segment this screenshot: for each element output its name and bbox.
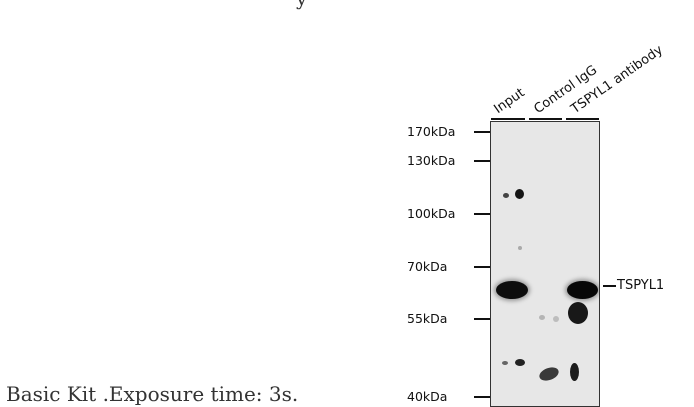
- caption-text: Basic Kit .Exposure time: 3s.: [6, 382, 299, 406]
- marker-100kda: 100kDa: [400, 206, 490, 221]
- top-text-fragment: y: [296, 0, 307, 10]
- band-tspyl1-lower: [568, 302, 588, 324]
- band-input-high-1: [503, 193, 509, 198]
- lane-bar-tspyl1-antibody: [566, 118, 599, 120]
- band-input-faint: [518, 246, 522, 250]
- western-blot-membrane: [490, 121, 600, 407]
- band-input-main: [496, 281, 528, 299]
- target-line: [603, 285, 616, 287]
- band-input-high-2: [515, 189, 524, 199]
- band-tspyl1-main: [567, 281, 598, 299]
- marker-55kda: 55kDa: [400, 311, 490, 326]
- band-control-faint-2: [553, 316, 559, 322]
- band-input-low-2: [515, 359, 525, 366]
- marker-40kda: 40kDa: [400, 389, 490, 404]
- band-tspyl1-low: [570, 363, 579, 381]
- band-control-faint-1: [539, 315, 545, 320]
- marker-130kda: 130kDa: [400, 153, 490, 168]
- target-label: TSPYL1: [617, 278, 665, 293]
- lane-label-input: Input: [491, 85, 528, 117]
- band-control-low: [537, 364, 561, 384]
- marker-70kda: 70kDa: [400, 259, 490, 274]
- marker-170kda: 170kDa: [400, 124, 490, 139]
- lane-bar-input: [491, 118, 525, 120]
- band-input-low-1: [502, 361, 508, 365]
- lane-bar-control-igg: [529, 118, 562, 120]
